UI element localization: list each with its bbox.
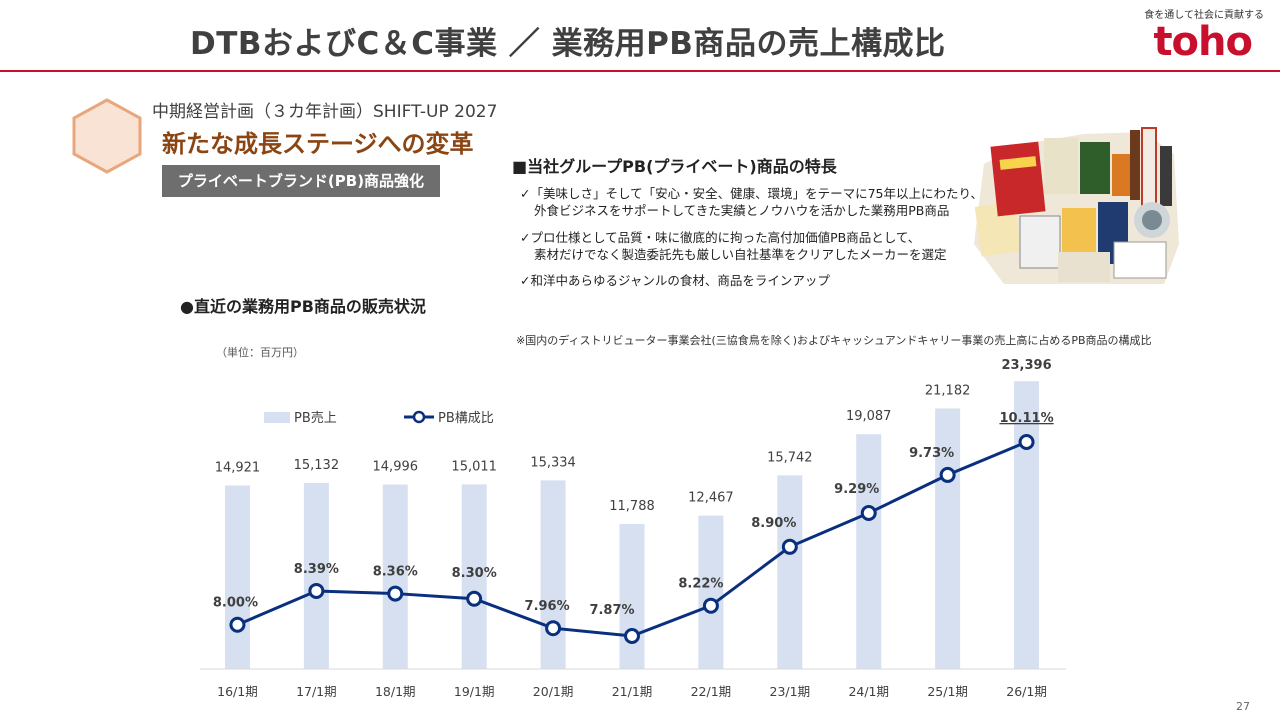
ratio-label-1: 8.00% xyxy=(213,596,258,611)
bar-8 xyxy=(777,475,803,669)
feature-item-2-line2: 素材だけでなく製造委託先も厳しい自社基準をクリアしたメーカーを選定 xyxy=(534,247,947,262)
chart-legend: PB売上 PB構成比 xyxy=(264,410,494,426)
bar-value-label-9: 19,087 xyxy=(846,409,892,424)
ratio-label-8: 8.90% xyxy=(751,516,796,531)
ratio-label-9: 9.29% xyxy=(834,482,879,497)
bar-value-label-1: 14,921 xyxy=(215,460,261,475)
unit-label: （単位：百万円） xyxy=(216,346,304,359)
x-tick-label-2: 17/1期 xyxy=(296,684,337,699)
ratio-label-6: 7.87% xyxy=(589,603,634,618)
ratio-label-11: 10.11% xyxy=(999,411,1053,426)
ratio-point-9 xyxy=(860,505,877,522)
bar-1 xyxy=(224,485,250,669)
page-number: 27 xyxy=(1236,700,1250,713)
feature-item-2: ✓プロ仕様として品質・味に徹底的に拘った高付加価値PB商品として、 素材だけでな… xyxy=(520,229,947,263)
bar-value-label-2: 15,132 xyxy=(294,458,340,473)
feature-item-3-line1: ✓和洋中あらゆるジャンルの食材、商品をラインアップ xyxy=(520,273,830,288)
feature-item-3: ✓和洋中あらゆるジャンルの食材、商品をラインアップ xyxy=(520,272,830,289)
x-tick-label-1: 16/1期 xyxy=(217,684,258,699)
ratio-point-5 xyxy=(545,620,562,637)
page-title: DTBおよびC＆C事業 ／ 業務用PB商品の売上構成比 xyxy=(190,26,946,62)
features-title: ■当社グループPB(プライベート)商品の特長 xyxy=(512,157,837,176)
bar-value-label-11: 23,396 xyxy=(1001,358,1051,373)
company-tagline: 食を通して社会に貢献する xyxy=(1144,10,1264,21)
ratio-point-1 xyxy=(229,616,246,633)
bar-value-label-3: 14,996 xyxy=(373,460,419,475)
hexagon-icon xyxy=(72,98,142,174)
plan-subtitle: 中期経営計画（３カ年計画）SHIFT-UP 2027 xyxy=(152,102,498,122)
feature-item-1-line2: 外食ビジネスをサポートしてきた実績とノウハウを活かした業務用PB商品 xyxy=(534,203,950,218)
ratio-point-7 xyxy=(702,597,719,614)
feature-item-2-line1: ✓プロ仕様として品質・味に徹底的に拘った高付加価値PB商品として、 xyxy=(520,230,921,245)
bar-5 xyxy=(540,480,566,669)
x-tick-label-3: 18/1期 xyxy=(375,684,416,699)
legend-bar-swatch xyxy=(264,412,290,423)
legend-line-marker xyxy=(412,410,426,424)
ratio-point-8 xyxy=(781,538,798,555)
pb-products-photo xyxy=(974,127,1179,284)
pb-strategy-tag: プライベートブランド(PB)商品強化 xyxy=(162,165,440,197)
ratio-point-3 xyxy=(387,585,404,602)
bar-value-label-6: 11,788 xyxy=(609,499,655,514)
bar-7 xyxy=(698,515,724,669)
bar-9 xyxy=(856,434,882,669)
bar-value-label-5: 15,334 xyxy=(530,455,576,470)
ratio-label-10: 9.73% xyxy=(909,446,954,461)
x-tick-label-4: 19/1期 xyxy=(454,684,495,699)
x-tick-label-8: 23/1期 xyxy=(770,684,811,699)
ratio-point-10 xyxy=(939,466,956,483)
bar-value-label-7: 12,467 xyxy=(688,491,734,506)
ratio-label-7: 8.22% xyxy=(678,577,723,592)
chart-footnote: ※国内のディストリビューター事業会社(三協食鳥を除く)およびキャッシュアンドキャ… xyxy=(516,334,1152,347)
ratio-label-3: 8.36% xyxy=(373,565,418,580)
x-tick-label-10: 25/1期 xyxy=(927,684,968,699)
bar-value-label-10: 21,182 xyxy=(925,383,971,398)
toho-logo: toho xyxy=(1153,19,1253,65)
bar-11 xyxy=(1014,381,1040,669)
x-tick-label-9: 24/1期 xyxy=(848,684,889,699)
bar-3 xyxy=(382,484,408,669)
ratio-point-11 xyxy=(1018,434,1035,450)
bar-value-label-4: 15,011 xyxy=(451,459,497,474)
bar-value-label-8: 15,742 xyxy=(767,450,813,465)
bar-4 xyxy=(461,484,487,669)
x-tick-label-6: 21/1期 xyxy=(612,684,653,699)
x-tick-label-11: 26/1期 xyxy=(1006,684,1047,699)
ratio-label-5: 7.96% xyxy=(525,599,570,614)
ratio-point-2 xyxy=(308,582,325,599)
header-divider xyxy=(0,70,1280,72)
x-tick-label-5: 20/1期 xyxy=(533,684,574,699)
legend-bar-label: PB売上 xyxy=(294,410,337,426)
bar-10 xyxy=(935,408,961,669)
bar-6 xyxy=(619,524,645,669)
plan-headline: 新たな成長ステージへの変革 xyxy=(162,130,474,158)
ratio-point-4 xyxy=(466,590,483,607)
bar-2 xyxy=(303,482,329,669)
legend-line-label: PB構成比 xyxy=(438,411,494,426)
ratio-point-6 xyxy=(624,628,640,644)
section-title: ●直近の業務用PB商品の販売状況 xyxy=(180,297,426,316)
ratio-label-4: 8.30% xyxy=(452,566,497,581)
feature-item-1-line1: ✓「美味しさ」そして「安心・安全、健康、環境」をテーマに75年以上にわたり、 xyxy=(520,186,984,201)
x-tick-label-7: 22/1期 xyxy=(691,684,732,699)
feature-item-1: ✓「美味しさ」そして「安心・安全、健康、環境」をテーマに75年以上にわたり、 外… xyxy=(520,185,983,219)
ratio-label-2: 8.39% xyxy=(294,562,339,577)
